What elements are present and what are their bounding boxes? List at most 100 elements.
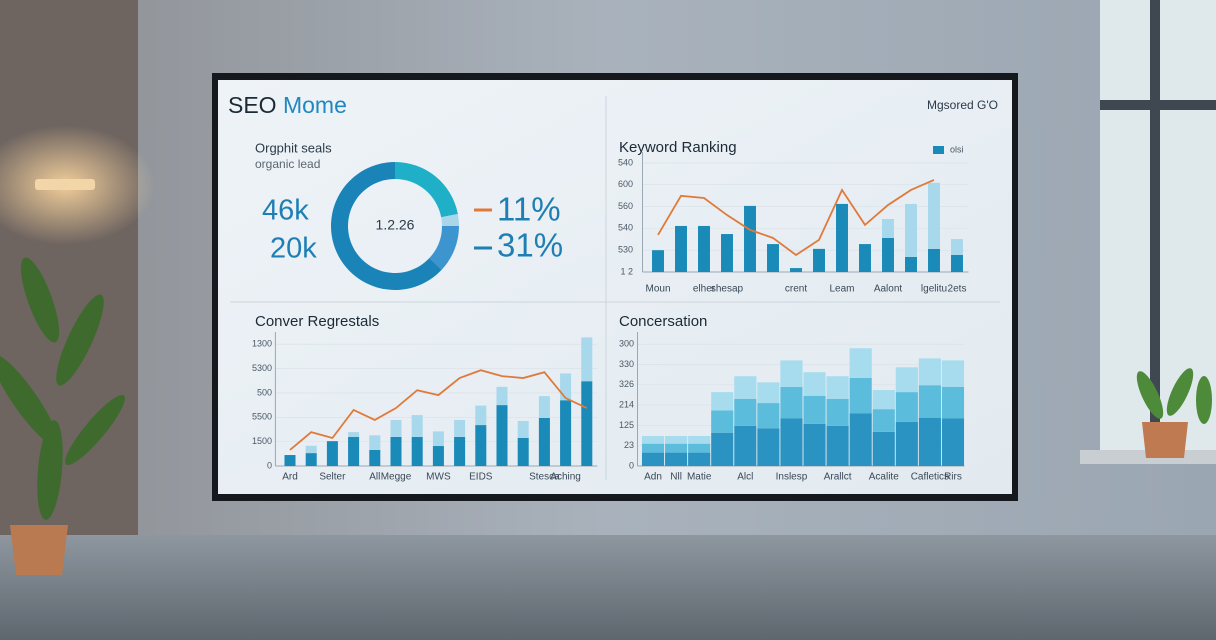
bar (665, 435, 688, 444)
stat: 20k (270, 233, 317, 265)
donut-center: 1.2.26 (376, 217, 415, 233)
bar (951, 254, 963, 272)
y-tick-label: 500 (257, 387, 272, 397)
bar (641, 452, 665, 466)
y-tick-label: 0 (629, 460, 634, 470)
x-tick-label: Selter (319, 472, 346, 483)
x-tick-label: Adn (644, 472, 662, 483)
bar (475, 405, 487, 426)
title: SEO Mome (228, 92, 347, 118)
bar (411, 437, 423, 466)
bar (918, 358, 941, 386)
bar (284, 455, 296, 466)
bar (454, 437, 466, 466)
change: 11% (497, 191, 561, 228)
y-tick-label: 1500 (252, 436, 272, 446)
window-frame (1100, 100, 1216, 110)
x-tick-label: Acalite (869, 472, 899, 483)
bar (641, 443, 665, 453)
bar (790, 268, 802, 272)
x-tick-label: Cafletics (911, 472, 949, 483)
bar (560, 373, 572, 401)
x-tick-label: EIDS (469, 472, 493, 483)
bar (895, 392, 918, 422)
y-tick-label: 23 (624, 440, 634, 450)
x-tick-label: Leam (829, 284, 854, 295)
plant (0, 257, 125, 520)
bar (496, 386, 508, 406)
y-tick-label: 326 (619, 379, 634, 389)
legend-label: olsi (950, 144, 964, 154)
floor (0, 535, 1216, 640)
y-tick-label: 1300 (252, 339, 272, 349)
bar (882, 237, 894, 272)
bar (581, 337, 593, 382)
bar (803, 423, 826, 466)
x-tick-label: Aching (550, 472, 581, 483)
donut-slice (441, 214, 459, 226)
bar (326, 441, 338, 466)
window-frame (1150, 0, 1160, 460)
bar (711, 410, 734, 433)
bar (711, 392, 734, 411)
y-tick-label: 1 2 (620, 266, 633, 276)
bar (849, 348, 872, 378)
bar (369, 435, 381, 450)
bar (872, 409, 895, 432)
bar (348, 437, 360, 466)
bar (895, 421, 918, 466)
y-tick-label: 540 (618, 157, 633, 167)
plant (1136, 368, 1212, 424)
chart-title: Keyword Ranking (619, 139, 737, 156)
chart-title: Concersation (619, 313, 707, 330)
trend-line (657, 179, 935, 257)
bar (517, 420, 529, 438)
bar (721, 234, 733, 272)
x-tick-label: Arallct (824, 472, 852, 483)
y-tick-label: 5300 (252, 363, 272, 373)
pot (1142, 422, 1188, 458)
bar (711, 432, 734, 466)
bar (928, 182, 940, 249)
x-tick-label: Rirs (944, 472, 962, 483)
donut-slice (395, 162, 458, 218)
stat: 46k (262, 195, 309, 227)
y-tick-label: 300 (619, 339, 634, 349)
bar (872, 431, 895, 466)
y-tick-label: 540 (618, 223, 633, 233)
bar (918, 417, 941, 466)
legend-swatch (933, 146, 944, 154)
x-tick-label: All (369, 472, 380, 483)
bar (665, 452, 688, 466)
bar (882, 218, 894, 238)
bar (665, 443, 688, 453)
x-tick-label: Inslesp (776, 472, 808, 483)
bar (734, 399, 757, 426)
y-tick-label: 560 (618, 201, 633, 211)
bar (780, 360, 803, 387)
bar (432, 431, 444, 447)
bar (390, 419, 402, 438)
bar (941, 386, 965, 419)
bar (454, 419, 466, 438)
bar (688, 443, 711, 453)
y-tick-label: 600 (618, 179, 633, 189)
x-tick-label: 2ets (948, 284, 967, 295)
bar (698, 225, 710, 272)
bar (803, 372, 826, 396)
bar (780, 386, 803, 419)
bar (757, 382, 780, 404)
bar (390, 437, 402, 466)
bar (780, 418, 803, 466)
donut-slice (331, 162, 442, 290)
bar (849, 377, 872, 414)
x-tick-label: Nll (670, 472, 682, 483)
bar (475, 425, 487, 466)
bar (895, 367, 918, 393)
bar (757, 403, 780, 429)
x-tick-label: lgelitu (921, 284, 947, 295)
bar (734, 425, 757, 466)
bar (560, 400, 572, 466)
bar (688, 435, 711, 444)
